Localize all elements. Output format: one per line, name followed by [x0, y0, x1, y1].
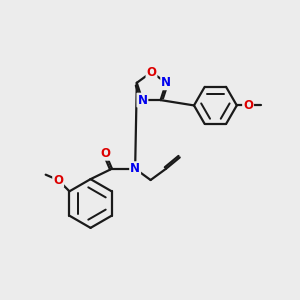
- Text: O: O: [146, 66, 157, 79]
- Text: O: O: [243, 99, 253, 112]
- Text: N: N: [137, 94, 147, 106]
- Text: O: O: [53, 173, 63, 187]
- Text: N: N: [161, 76, 171, 89]
- Text: O: O: [100, 147, 110, 160]
- Text: N: N: [130, 162, 140, 175]
